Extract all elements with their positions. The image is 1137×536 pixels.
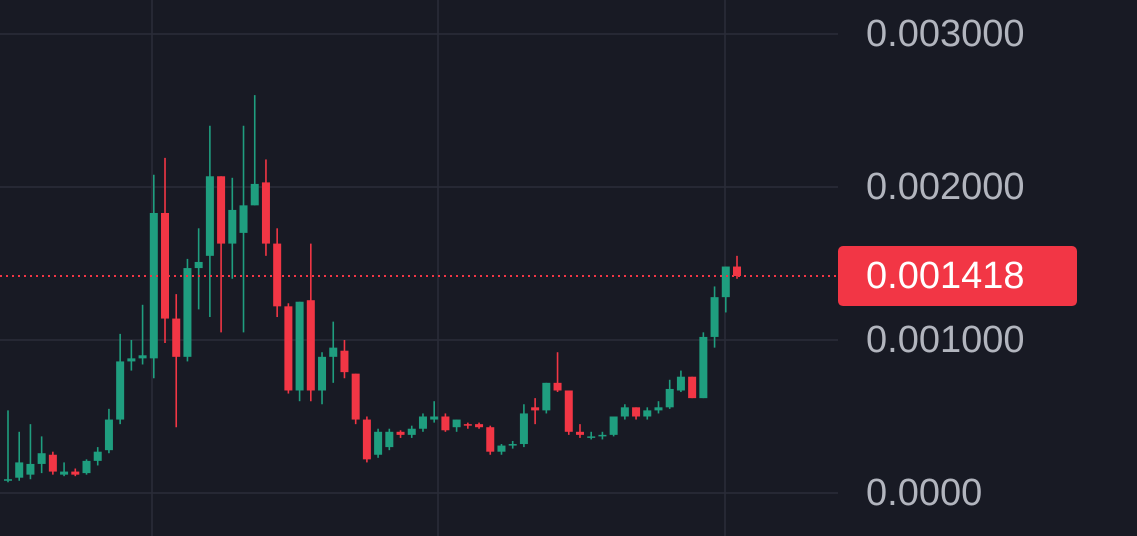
y-tick-label: 0.0000: [866, 472, 982, 514]
candle-body: [93, 451, 102, 461]
candle-body: [138, 355, 147, 359]
candle-body: [37, 453, 46, 464]
last-price-badge: [838, 246, 1077, 307]
candle-body: [452, 419, 461, 428]
candle-body: [553, 382, 562, 391]
candle-body: [497, 445, 506, 452]
candle-body: [531, 407, 540, 411]
candle-body: [273, 243, 282, 307]
candle-body: [15, 462, 24, 478]
candle-body: [733, 266, 741, 277]
candle-body: [351, 373, 360, 420]
candle-body: [699, 336, 708, 399]
candle-body: [329, 347, 338, 357]
candle-body: [261, 182, 270, 244]
candle-body: [318, 356, 327, 391]
candle-body: [4, 479, 12, 481]
candle-body: [250, 183, 259, 206]
candle-body: [48, 454, 57, 472]
candle-body: [71, 471, 80, 475]
candle-body: [654, 407, 663, 411]
candle-body: [676, 376, 685, 391]
candle-body: [362, 419, 371, 460]
candle-body: [475, 424, 484, 428]
candle-body: [149, 212, 158, 359]
candle-body: [340, 350, 349, 373]
candle-body: [486, 427, 495, 452]
candle-body: [665, 388, 674, 408]
candle-body: [172, 318, 181, 357]
candle-body: [161, 212, 170, 319]
candle-body: [104, 419, 113, 451]
last-price-label: 0.001418: [866, 255, 1025, 297]
y-tick-label: 0.003000: [866, 13, 1025, 55]
candle-body: [194, 261, 203, 269]
candle-body: [620, 407, 629, 417]
candle-body: [463, 424, 472, 426]
candle-body: [26, 463, 35, 475]
candle-body: [239, 205, 248, 233]
candle-body: [430, 416, 439, 420]
candle-body: [284, 306, 293, 391]
candle-body: [228, 209, 237, 244]
candle-body: [217, 176, 226, 244]
candle-body: [183, 268, 192, 357]
candle-body: [688, 376, 697, 399]
candle-body: [519, 413, 528, 445]
candle-body: [306, 300, 315, 391]
candle-body: [60, 471, 69, 475]
candle-body: [127, 358, 136, 362]
candle-body: [205, 176, 214, 256]
candle-body: [385, 431, 394, 448]
candle-body: [418, 416, 427, 429]
candle-body: [295, 301, 304, 391]
candle-body: [396, 431, 405, 435]
candle-body: [374, 431, 383, 455]
candle-body: [575, 431, 584, 435]
y-tick-label: 0.002000: [866, 166, 1025, 208]
candle-body: [721, 266, 730, 298]
candle-body: [564, 390, 573, 432]
candle-body: [441, 416, 450, 431]
candle-body: [116, 361, 125, 420]
candle-body: [542, 382, 551, 411]
candle-body: [407, 428, 416, 435]
candle-body: [643, 410, 652, 417]
candle-body: [710, 297, 719, 337]
candle-body: [508, 444, 517, 446]
candle-body: [632, 407, 641, 417]
y-tick-label: 0.001000: [866, 319, 1025, 361]
candle-body: [82, 460, 91, 474]
candle-body: [598, 434, 607, 437]
candle-body: [609, 416, 618, 435]
candle-body: [587, 436, 596, 438]
